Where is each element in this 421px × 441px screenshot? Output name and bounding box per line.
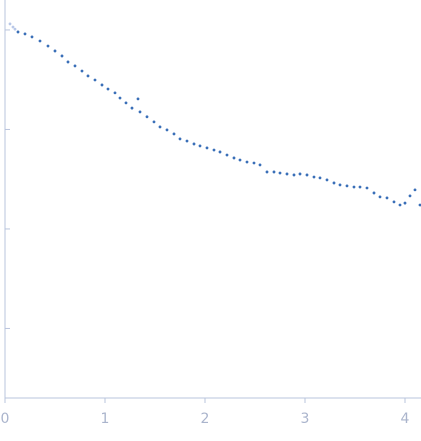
data-point — [60, 54, 64, 58]
data-point — [265, 170, 269, 174]
data-point — [272, 170, 276, 174]
data-point — [232, 156, 236, 160]
data-point — [278, 171, 282, 175]
data-point — [152, 120, 156, 124]
data-point — [225, 153, 229, 157]
data-point — [13, 27, 17, 31]
data-point — [298, 172, 302, 176]
data-point — [192, 142, 196, 146]
data-point — [358, 185, 362, 189]
data-point — [365, 186, 369, 190]
data-point — [124, 101, 128, 105]
data-point — [145, 115, 149, 119]
data-point — [398, 203, 402, 207]
data-point — [66, 60, 70, 64]
data-point — [338, 183, 342, 187]
x-tick-label: 2 — [201, 411, 210, 427]
data-point — [372, 191, 376, 195]
data-point — [16, 30, 20, 34]
data-point — [318, 176, 322, 180]
data-point — [312, 175, 316, 179]
data-point — [23, 32, 27, 36]
data-point — [403, 201, 407, 205]
data-point — [172, 132, 176, 136]
data-point — [165, 128, 169, 132]
data-point — [378, 195, 382, 199]
data-point — [8, 22, 12, 26]
data-point — [130, 106, 134, 110]
x-tick-label: 1 — [101, 411, 110, 427]
data-point — [305, 173, 309, 177]
x-tick-label: 0 — [1, 411, 10, 427]
data-point — [238, 158, 242, 162]
x-tick-label: 3 — [301, 411, 310, 427]
data-point — [218, 150, 222, 154]
data-point — [11, 25, 15, 29]
data-point — [413, 188, 417, 192]
data-point — [332, 181, 336, 185]
data-point — [118, 96, 122, 100]
data-point — [205, 146, 209, 150]
data-point — [80, 69, 84, 73]
data-point — [392, 200, 396, 204]
data-point — [345, 184, 349, 188]
data-point — [285, 172, 289, 176]
data-point — [38, 39, 42, 43]
data-point — [212, 148, 216, 152]
data-point — [325, 178, 329, 182]
data-point — [100, 83, 104, 87]
data-point — [185, 139, 189, 143]
data-point — [252, 161, 256, 165]
data-point — [86, 74, 90, 78]
data-point — [106, 87, 110, 91]
data-point — [46, 44, 50, 48]
data-point — [418, 203, 421, 207]
data-point — [158, 125, 162, 129]
data-point — [178, 137, 182, 141]
data-point — [138, 110, 142, 114]
data-point — [352, 185, 356, 189]
data-point — [30, 35, 34, 39]
data-point — [385, 196, 389, 200]
data-point — [198, 144, 202, 148]
x-tick-label: 4 — [401, 411, 410, 427]
data-point — [292, 173, 296, 177]
data-point — [408, 194, 412, 198]
data-point — [113, 91, 117, 95]
data-point — [136, 97, 140, 101]
data-point — [73, 64, 77, 68]
data-point — [258, 163, 262, 167]
data-point — [53, 49, 57, 53]
data-point — [93, 78, 97, 82]
data-point — [245, 160, 249, 164]
